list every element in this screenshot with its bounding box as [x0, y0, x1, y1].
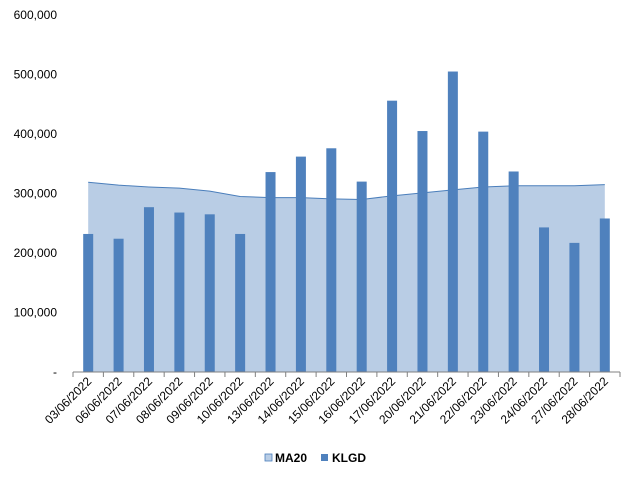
klgd-bar	[143, 207, 154, 372]
klgd-bar	[295, 156, 306, 372]
klgd-bar	[417, 131, 428, 372]
klgd-bar	[83, 233, 94, 372]
klgd-bar	[174, 212, 185, 372]
y-axis-labels: - 100,000 200,000 300,000 400,000 500,000 600,…	[14, 8, 58, 379]
klgd-bar	[387, 100, 398, 373]
legend-swatch-klgd	[321, 454, 328, 461]
y-tick-label: 600,000	[14, 8, 58, 22]
legend-label-ma20: MA20	[275, 451, 307, 465]
y-tick-label: 500,000	[14, 68, 58, 82]
ma20-area	[88, 182, 605, 372]
y-tick-label: 400,000	[14, 127, 58, 141]
klgd-bar	[447, 71, 458, 373]
ma20-area-layer	[88, 181, 605, 372]
klgd-bar	[326, 148, 337, 372]
klgd-bar	[599, 218, 610, 372]
klgd-bar	[113, 238, 124, 372]
klgd-bar	[356, 181, 367, 372]
klgd-bar	[204, 214, 215, 372]
klgd-bar	[265, 172, 276, 372]
y-tick-label: 100,000	[14, 306, 58, 320]
chart-legend: MA20 KLGD	[264, 451, 366, 465]
ma20-line	[88, 181, 605, 200]
klgd-bar	[508, 171, 519, 372]
klgd-bar-layer	[83, 71, 610, 373]
klgd-bar	[539, 227, 550, 372]
y-tick-label: 300,000	[14, 187, 58, 201]
legend-swatch-ma20	[264, 453, 273, 462]
x-axis-labels: 03/06/202206/06/202207/06/202208/06/2022…	[42, 374, 611, 427]
y-tick-label: 200,000	[14, 246, 58, 260]
klgd-bar	[478, 131, 489, 372]
klgd-bar	[235, 233, 246, 372]
x-axis	[72, 371, 621, 377]
klgd-bar	[569, 242, 580, 372]
legend-label-klgd: KLGD	[332, 451, 366, 465]
y-tick-label: -	[53, 365, 57, 379]
